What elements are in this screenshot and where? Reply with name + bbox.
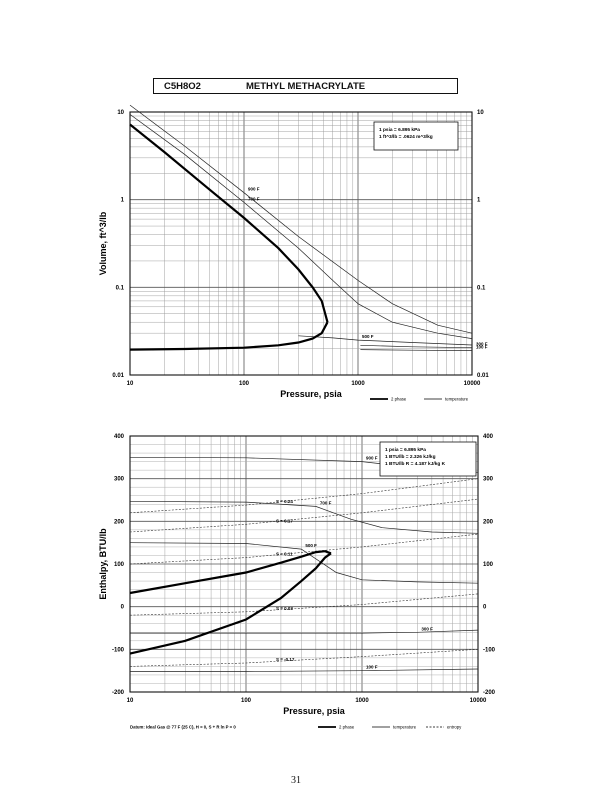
legend-label: temperature [445,397,469,402]
isotherm-label: 700 F [248,196,260,201]
legend-label: 2 phase [339,725,355,730]
x-tick-label: 10000 [464,381,481,387]
chemical-name: METHYL METHACRYLATE [246,81,366,92]
entropy-line-label: S = -0.17 [276,657,295,662]
y-tick-label-right: 400 [483,434,494,440]
y-axis-label: Volume, ft^3/lb [98,211,108,275]
y-tick-label: -100 [112,647,125,653]
saturation-liquid-line [129,552,332,655]
chemical-formula: C5H8O2 [164,81,201,92]
isotherm-label: 300 F [476,342,488,347]
entropy-line [129,533,479,565]
conversion-note-box [379,441,477,477]
y-tick-label: 300 [114,477,125,483]
y-tick-label-right: 10 [477,110,484,116]
y-tick-label: 10 [117,110,124,116]
y-tick-label-right: 300 [483,477,494,483]
saturation-liquid-line [129,321,329,351]
isotherm-line [130,629,479,634]
isotherm-label: 500 F [305,543,317,548]
isotherm-line [129,542,479,584]
entropy-line [129,593,479,616]
isotherm-label: 100 F [366,665,378,670]
y-axis-label: Enthalpy, BTU/lb [98,528,108,600]
legend-label: entropy [447,725,462,730]
conversion-note: 1 BTU/lb = 2.326 kJ/kg [385,454,436,460]
isotherm-line [360,344,473,349]
entropy-line-label: S = 0.24 [276,499,293,504]
isotherm-line [298,335,473,346]
y-tick-label-right: -200 [483,690,496,696]
page-number: 31 [291,775,301,786]
isotherm-line [130,668,479,672]
y-tick-label-right: 0 [483,605,487,611]
isotherm-line [360,349,473,351]
y-tick-label-right: 200 [483,519,494,525]
isotherm-label: 100 F [476,345,488,350]
isotherm-line [129,104,473,334]
x-tick-label: 10 [127,381,134,387]
y-tick-label-right: 0.1 [477,285,486,291]
isotherm-label: 500 F [362,334,374,339]
isotherm-label: 300 F [421,626,433,631]
x-tick-label: 100 [241,698,252,704]
conversion-note: 1 BTU/lb R = 4.187 kJ/kg K [385,461,446,467]
y-tick-label: -200 [112,690,125,696]
isotherm-line [129,500,479,534]
conversion-note: 1 psia = 6.895 kPa [379,127,420,133]
entropy-line-label: S = 0.11 [276,552,293,557]
y-tick-label: 100 [114,562,125,568]
y-tick-label-right: 0.01 [477,373,489,379]
entropy-line [129,478,479,514]
conversion-note: 1 psia = 6.895 kPa [385,447,426,453]
x-axis-label: Pressure, psia [283,706,346,716]
conversion-note-box [373,121,459,151]
x-tick-label: 100 [239,381,250,387]
x-tick-label: 1000 [355,698,369,704]
y-tick-label: 400 [114,434,125,440]
y-tick-label: 0.01 [112,373,124,379]
legend-label: temperature [393,725,417,730]
conversion-note: 1 ft^3/lb = .0624 m^3/kg [379,134,433,140]
entropy-line-label: S = 0.17 [276,518,293,523]
saturation-vapor-line [129,550,332,595]
chart-title-box: C5H8O2 METHYL METHACRYLATE [153,78,458,94]
isotherm-label: 900 F [366,456,378,461]
y-tick-label-right: 100 [483,562,494,568]
x-tick-label: 10 [127,698,134,704]
isotherm-line [129,114,473,339]
entropy-line [129,498,479,533]
isotherm-label: 900 F [248,187,260,192]
y-tick-label-right: 1 [477,198,481,204]
x-axis-label: Pressure, psia [280,389,343,399]
y-tick-label: 0.1 [116,285,125,291]
x-tick-label: 10000 [470,698,487,704]
y-tick-label: 0 [121,605,125,611]
entropy-line-label: S = 0.03 [276,606,293,611]
saturation-vapor-line [129,123,329,323]
y-tick-label: 200 [114,519,125,525]
plot-frame [129,111,473,376]
datum-footnote: Datum: Ideal Gas @ 77 F (25 C), H = 0, S… [130,725,236,730]
isotherm-label: 700 F [320,500,332,505]
legend-label: 2 phase [391,397,407,402]
y-tick-label: 1 [121,198,125,204]
y-tick-label-right: -100 [483,647,496,653]
x-tick-label: 1000 [351,381,365,387]
